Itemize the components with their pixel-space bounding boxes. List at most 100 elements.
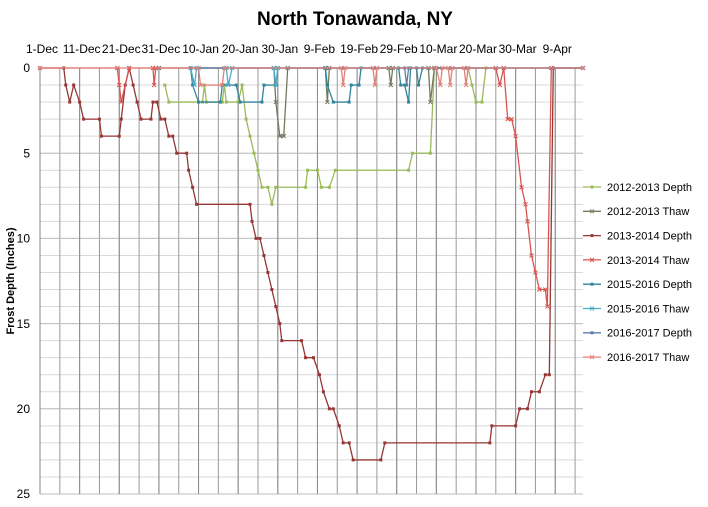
- data-point: [321, 390, 325, 394]
- data-point: [175, 151, 179, 155]
- data-point: [266, 185, 270, 189]
- data-point: [97, 117, 101, 121]
- data-point: [155, 100, 159, 104]
- data-point: [417, 83, 421, 87]
- legend-label: 2013-2014 Depth: [607, 231, 692, 243]
- data-point: [505, 116, 511, 122]
- data-point: [488, 441, 492, 445]
- data-point: [543, 373, 547, 377]
- legend-marker: [590, 234, 594, 238]
- data-point: [315, 168, 319, 172]
- legend-label: 2012-2013 Thaw: [607, 206, 689, 218]
- data-point: [72, 83, 76, 87]
- data-point: [428, 99, 433, 105]
- data-point: [474, 100, 478, 104]
- legend-marker: [590, 282, 594, 286]
- data-point: [357, 83, 361, 87]
- x-tick-label: 30-Mar: [499, 42, 537, 56]
- data-point: [372, 82, 378, 88]
- data-point: [248, 202, 252, 206]
- x-tick-label: 20-Jan: [222, 42, 259, 56]
- y-tick-label: 20: [17, 402, 31, 416]
- data-point: [118, 99, 124, 105]
- data-point: [281, 133, 287, 139]
- data-point: [149, 117, 153, 121]
- data-point: [439, 65, 445, 71]
- data-point: [461, 65, 467, 71]
- data-point: [533, 270, 538, 275]
- x-tick-label: 1-Dec: [26, 42, 58, 56]
- data-point: [197, 100, 201, 104]
- data-point: [338, 65, 344, 71]
- data-point: [225, 82, 231, 88]
- data-point: [248, 134, 252, 138]
- data-point: [219, 82, 225, 88]
- series-line: [40, 67, 583, 461]
- series-line: [190, 67, 583, 86]
- y-axis-label: Frost Depth (Inches): [5, 227, 17, 334]
- data-point: [580, 65, 586, 71]
- data-point: [191, 185, 195, 189]
- data-point: [99, 134, 103, 138]
- data-point: [270, 288, 274, 292]
- data-point: [306, 168, 310, 172]
- data-point: [437, 82, 443, 88]
- data-point: [445, 65, 451, 71]
- legend-marker: [589, 306, 595, 311]
- data-point: [240, 83, 244, 87]
- data-point: [300, 339, 304, 343]
- data-point: [388, 82, 394, 88]
- data-point: [270, 202, 274, 206]
- data-point: [537, 390, 541, 394]
- data-point: [529, 253, 534, 258]
- x-tick-label: 30-Jan: [261, 42, 298, 56]
- data-point: [244, 117, 248, 121]
- data-point: [185, 151, 189, 155]
- series-line: [40, 67, 583, 307]
- data-point: [218, 100, 222, 104]
- data-point: [342, 65, 348, 71]
- data-point: [428, 151, 432, 155]
- legend-marker: [589, 208, 595, 214]
- data-point: [331, 100, 335, 104]
- legend-marker: [589, 257, 595, 263]
- data-point: [319, 185, 323, 189]
- legend-label: 2015-2016 Depth: [607, 279, 692, 291]
- data-point: [514, 424, 518, 428]
- data-point: [304, 185, 308, 189]
- data-point: [327, 407, 331, 411]
- data-point: [525, 219, 530, 224]
- data-point: [260, 100, 264, 104]
- data-point: [224, 100, 228, 104]
- x-tick-label: 10-Mar: [419, 42, 457, 56]
- data-point: [277, 133, 283, 139]
- y-tick-label: 25: [17, 487, 31, 501]
- data-point: [327, 185, 331, 189]
- data-point: [280, 339, 284, 343]
- data-point: [325, 83, 329, 87]
- data-point: [256, 168, 260, 172]
- legend-label: 2012-2013 Depth: [607, 182, 692, 194]
- data-point: [273, 99, 279, 105]
- data-point: [78, 100, 82, 104]
- data-point: [490, 424, 494, 428]
- data-point: [254, 236, 258, 240]
- data-point: [196, 65, 201, 71]
- data-point: [379, 458, 383, 462]
- data-point: [260, 185, 264, 189]
- data-point: [383, 441, 387, 445]
- data-point: [262, 253, 266, 257]
- data-point: [405, 83, 409, 87]
- x-tick-label: 11-Dec: [63, 42, 101, 56]
- data-point: [411, 151, 415, 155]
- data-point: [374, 65, 380, 71]
- x-tick-label: 9-Apr: [543, 42, 572, 56]
- data-point: [317, 373, 321, 377]
- data-point: [370, 65, 376, 71]
- data-point: [433, 65, 439, 71]
- data-point: [171, 134, 175, 138]
- data-point: [325, 99, 330, 105]
- data-point: [547, 373, 551, 377]
- data-point: [167, 100, 171, 104]
